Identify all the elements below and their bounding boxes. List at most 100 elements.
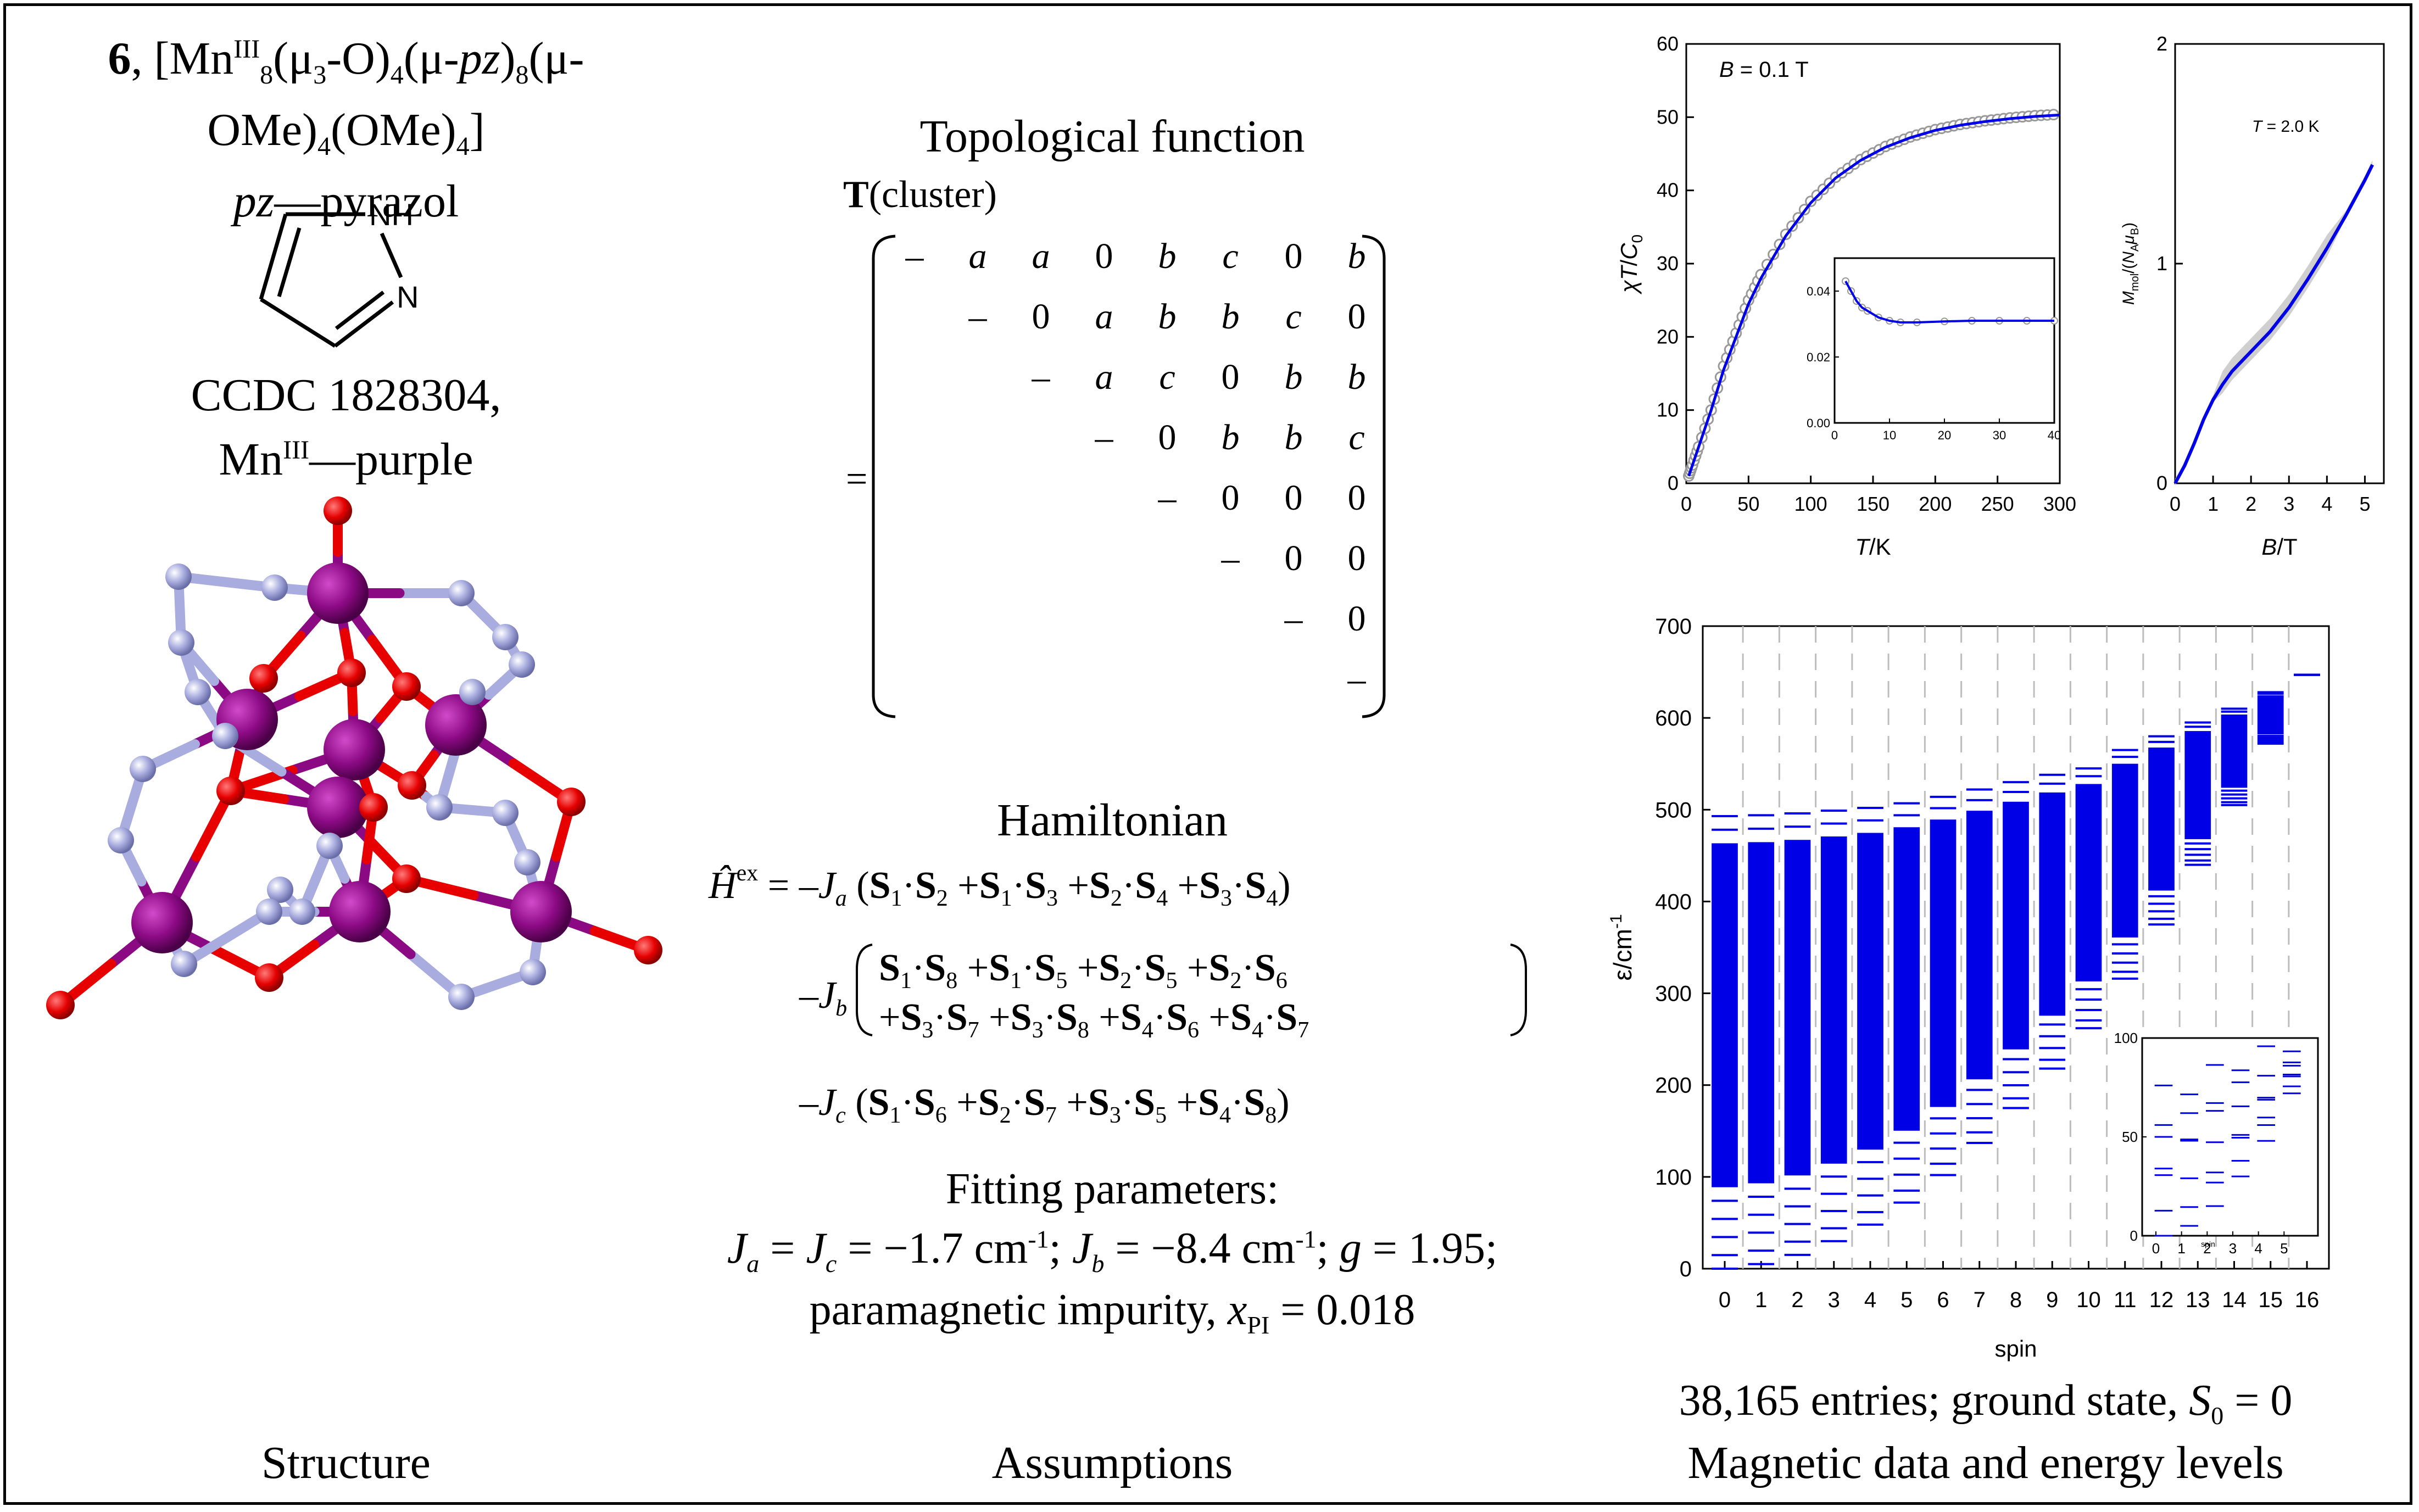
matrix-cell: 0 bbox=[1222, 357, 1240, 397]
hamiltonian-jb-prefix: –Jb bbox=[799, 974, 847, 1021]
x-tick-label: 250 bbox=[1981, 493, 2014, 515]
figure-frame bbox=[3, 3, 2412, 1505]
energy-band bbox=[2039, 792, 2066, 1016]
o-atom bbox=[392, 864, 421, 893]
matrix-cell: a bbox=[1032, 236, 1050, 276]
o-atom bbox=[249, 664, 278, 693]
x-axis-label: B/T bbox=[2261, 534, 2297, 560]
energy-band bbox=[1930, 819, 1957, 1107]
x-tick-label: 50 bbox=[1737, 493, 1759, 515]
matrix-cell: c bbox=[1285, 297, 1301, 337]
matrix-cell: 0 bbox=[1285, 478, 1303, 518]
energy-levels-chart: 0 1 2 3 4 5 6 7 8 9 10 11 12 13 14 15 160100200300400500… bbox=[1607, 615, 2330, 1362]
mn-atom bbox=[510, 881, 572, 942]
hamiltonian-line1: Ĥex = –Ja (S1·S2 +S1·S3 +S2·S4 +S3·S4) bbox=[708, 861, 1291, 911]
equals-sign: = bbox=[846, 458, 867, 500]
energy-band bbox=[1784, 840, 1811, 1176]
y-tick-label: 50 bbox=[1657, 105, 1679, 128]
o-atom bbox=[634, 936, 662, 964]
x-tick-label: 7 bbox=[1974, 1288, 1986, 1312]
matrix-cell: 0 bbox=[1348, 599, 1366, 639]
energy-band bbox=[1820, 836, 1847, 1164]
x-tick-label: 3 bbox=[2283, 493, 2294, 515]
mn-atom bbox=[307, 562, 369, 624]
chart-title: B = 0.1 T bbox=[1719, 58, 1809, 82]
inset-x-tick-label: 10 bbox=[1883, 428, 1896, 442]
chart-title: T = 2.0 K bbox=[2252, 118, 2320, 136]
hamiltonian-line2a: S1·S8 +S1·S5 +S2·S5 +S2·S6 bbox=[879, 947, 1287, 994]
inset-x-tick-label: 0 bbox=[2152, 1240, 2160, 1257]
fitting-parameters-line2: paramagnetic impurity, xPI = 0.018 bbox=[809, 1286, 1415, 1339]
inset-x-axis-label: spin bbox=[2201, 1240, 2215, 1248]
inset-x-tick-label: 0 bbox=[1831, 428, 1838, 442]
mn-atom bbox=[307, 777, 369, 838]
fitting-parameters-title: Fitting parameters: bbox=[945, 1165, 1279, 1213]
energy-band bbox=[1748, 842, 1775, 1184]
n-atom bbox=[130, 756, 156, 782]
x-tick-label: 0 bbox=[1681, 493, 1692, 515]
x-tick-label: 6 bbox=[1937, 1288, 1949, 1312]
assumptions-caption: Assumptions bbox=[991, 1437, 1233, 1488]
matrix-cell: 0 bbox=[1158, 417, 1177, 457]
x-tick-label: 14 bbox=[2222, 1288, 2247, 1312]
n-atom bbox=[256, 899, 282, 925]
inset-x-tick-label: 3 bbox=[2229, 1240, 2237, 1257]
topological-function-label: T(cluster) bbox=[843, 174, 997, 216]
matrix-cell: b bbox=[1285, 417, 1303, 457]
y-tick-label: 40 bbox=[1657, 179, 1679, 202]
y-tick-label: 700 bbox=[1655, 615, 1692, 639]
n-atom bbox=[459, 679, 486, 705]
n-atom bbox=[168, 629, 194, 656]
x-axis-label: spin bbox=[1994, 1336, 2037, 1362]
n-atom bbox=[316, 833, 343, 859]
bond-c3-n2-double bbox=[335, 291, 385, 330]
molecule-ball-and-stick bbox=[46, 496, 662, 1019]
energy-band bbox=[1857, 833, 1883, 1150]
o-atom bbox=[557, 788, 586, 816]
ccdc-block: CCDC 1828304, MnIII—purple bbox=[66, 368, 626, 487]
inset-x-tick-label: 2 bbox=[2203, 1240, 2211, 1257]
x-tick-label: 5 bbox=[1900, 1288, 1913, 1312]
matrix-cell: – bbox=[1032, 357, 1051, 397]
y-tick-label: 400 bbox=[1655, 890, 1692, 914]
o-atom bbox=[46, 991, 75, 1019]
energy-band bbox=[2221, 714, 2248, 788]
n-atom bbox=[492, 800, 519, 826]
formula-line1: [MnIII8(μ3-O)4(μ-pz)8(μ- bbox=[154, 33, 584, 90]
o-atom bbox=[359, 793, 388, 822]
matrix-right-bracket bbox=[1362, 235, 1386, 718]
mn-atom bbox=[324, 719, 385, 780]
compound-formula: 6, [MnIII8(μ3-O)4(μ-pz)8(μ- OMe)4(OMe)4]… bbox=[66, 22, 626, 229]
hamiltonian-title: Hamiltonian bbox=[997, 795, 1228, 846]
matrix-left-bracket bbox=[872, 235, 896, 718]
matrix-cell: b bbox=[1348, 236, 1366, 276]
topological-function-title: Topological function bbox=[919, 111, 1305, 162]
y-tick-label: 0 bbox=[1680, 1257, 1692, 1281]
matrix-cell: 0 bbox=[1032, 297, 1050, 337]
y-tick-label: 500 bbox=[1655, 798, 1692, 822]
x-tick-label: 0 bbox=[1719, 1288, 1731, 1312]
pz-definition: pz—pyrazol bbox=[233, 175, 459, 227]
matrix-cell: – bbox=[968, 297, 988, 337]
energy-band bbox=[2148, 747, 2175, 891]
inset-x-tick-label: 1 bbox=[2177, 1240, 2185, 1257]
fit-line bbox=[1687, 113, 2060, 477]
ccdc-number: CCDC 1828304, bbox=[191, 370, 501, 421]
hamiltonian-line2b: +S3·S7 +S3·S8 +S4·S6 +S4·S7 bbox=[879, 996, 1309, 1043]
mn-atom bbox=[131, 892, 193, 953]
x-axis-label: T/K bbox=[1855, 534, 1891, 560]
x-tick-label: 2 bbox=[1791, 1288, 1803, 1312]
matrix-cell: a bbox=[1095, 297, 1113, 337]
matrix-cell: b bbox=[1285, 357, 1303, 397]
energy-band bbox=[2075, 784, 2102, 981]
y-tick-label: 30 bbox=[1657, 252, 1679, 275]
matrix-cell: – bbox=[1095, 417, 1114, 457]
bond-c5-c4 bbox=[259, 214, 288, 300]
x-tick-label: 1 bbox=[2208, 493, 2219, 515]
inset-y-tick-label: 0.02 bbox=[1807, 350, 1830, 364]
y-tick-label: 100 bbox=[1655, 1165, 1692, 1190]
x-tick-label: 4 bbox=[2321, 493, 2332, 515]
y-tick-label: 200 bbox=[1655, 1074, 1692, 1098]
